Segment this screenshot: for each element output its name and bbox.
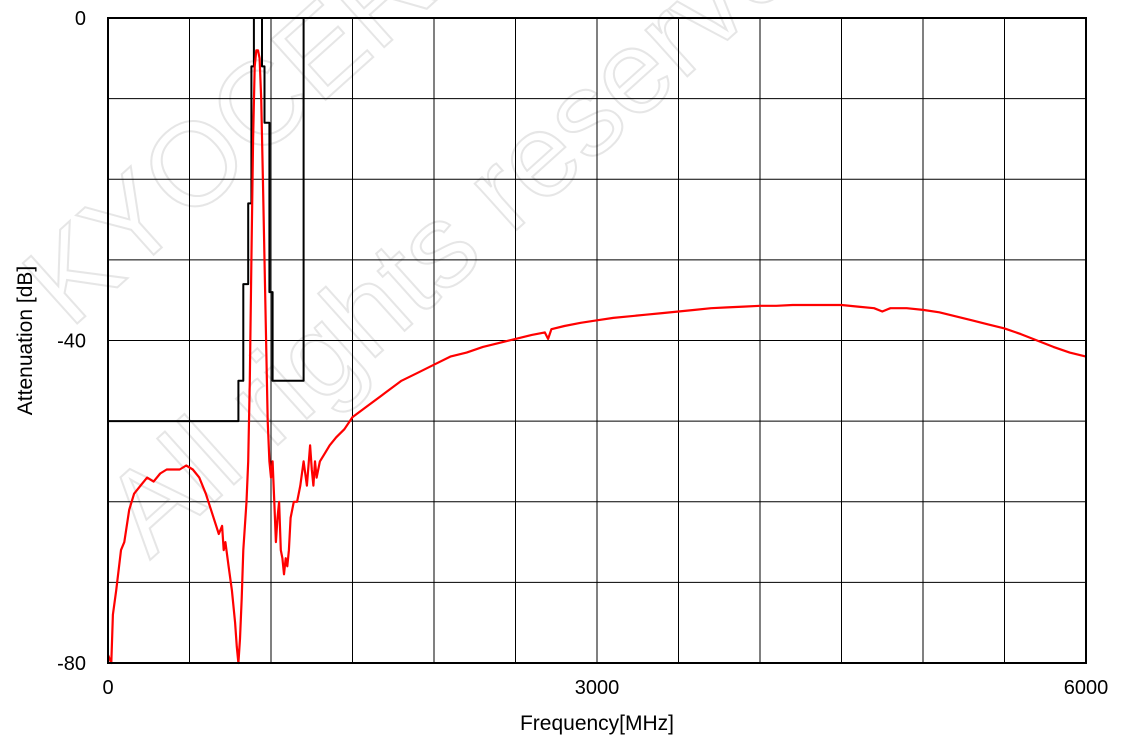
tick-labels: 0 3000 6000 0 -40 -80 [57,8,1108,699]
x-tick-label: 0 [102,677,113,699]
x-tick-label: 3000 [575,677,620,699]
y-tick-label: -40 [57,331,86,353]
watermark: KYOCERA All rights reserved [0,0,870,580]
y-axis-title: Attenuation [dB] [14,266,37,415]
y-tick-label: -80 [57,653,86,675]
grid-lines [108,18,1086,663]
series-line-measured-response [106,49,1087,665]
x-tick-label: 6000 [1064,677,1109,699]
y-tick-label: 0 [75,8,86,30]
plot-frame [107,17,1087,664]
x-axis-title: Frequency[MHz] [520,712,674,735]
